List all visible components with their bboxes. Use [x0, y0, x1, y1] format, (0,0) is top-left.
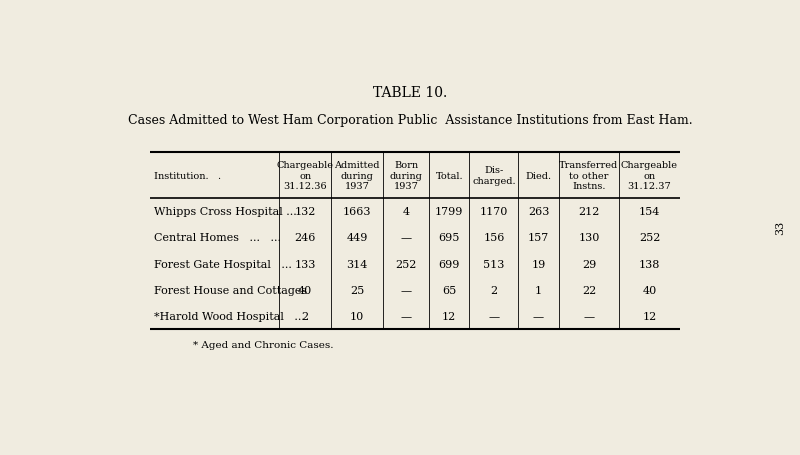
- Text: —: —: [583, 312, 594, 322]
- Text: 40: 40: [298, 285, 312, 295]
- Text: 695: 695: [438, 233, 460, 243]
- Text: 4: 4: [402, 207, 410, 217]
- Text: 132: 132: [294, 207, 316, 217]
- Text: Institution.   .: Institution. .: [154, 171, 221, 180]
- Text: Chargeable
on
31.12.36: Chargeable on 31.12.36: [277, 161, 334, 191]
- Text: 1663: 1663: [342, 207, 371, 217]
- Text: Dis-
charged.: Dis- charged.: [472, 166, 516, 185]
- Text: 130: 130: [578, 233, 600, 243]
- Text: 133: 133: [294, 259, 316, 269]
- Text: 154: 154: [638, 207, 660, 217]
- Text: —: —: [488, 312, 499, 322]
- Text: Central Homes   ...   ...: Central Homes ... ...: [154, 233, 281, 243]
- Text: 263: 263: [528, 207, 550, 217]
- Text: 12: 12: [642, 312, 657, 322]
- Text: TABLE 10.: TABLE 10.: [373, 86, 447, 100]
- Text: 40: 40: [642, 285, 657, 295]
- Text: 33: 33: [775, 220, 785, 235]
- Text: Died.: Died.: [526, 171, 551, 180]
- Text: —: —: [401, 285, 411, 295]
- Text: 2: 2: [490, 285, 498, 295]
- Text: 25: 25: [350, 285, 364, 295]
- Text: 12: 12: [442, 312, 456, 322]
- Text: 65: 65: [442, 285, 456, 295]
- Text: 1799: 1799: [435, 207, 463, 217]
- Text: 22: 22: [582, 285, 596, 295]
- Text: 156: 156: [483, 233, 505, 243]
- Text: Whipps Cross Hospital ...: Whipps Cross Hospital ...: [154, 207, 297, 217]
- Text: 699: 699: [438, 259, 460, 269]
- Text: 513: 513: [483, 259, 505, 269]
- Text: Chargeable
on
31.12.37: Chargeable on 31.12.37: [621, 161, 678, 191]
- Text: 19: 19: [531, 259, 546, 269]
- Text: 157: 157: [528, 233, 549, 243]
- Text: —: —: [401, 312, 411, 322]
- Text: 10: 10: [350, 312, 364, 322]
- Text: Cases Admitted to West Ham Corporation Public  Assistance Institutions from East: Cases Admitted to West Ham Corporation P…: [128, 114, 692, 127]
- Text: —: —: [401, 233, 411, 243]
- Text: Admitted
during
1937: Admitted during 1937: [334, 161, 380, 191]
- Text: 29: 29: [582, 259, 596, 269]
- Text: —: —: [533, 312, 544, 322]
- Text: 1170: 1170: [480, 207, 508, 217]
- Text: Born
during
1937: Born during 1937: [390, 161, 422, 191]
- Text: Forest Gate Hospital   ...: Forest Gate Hospital ...: [154, 259, 292, 269]
- Text: 314: 314: [346, 259, 368, 269]
- Text: 252: 252: [638, 233, 660, 243]
- Text: * Aged and Chronic Cases.: * Aged and Chronic Cases.: [193, 340, 334, 349]
- Text: Total.: Total.: [435, 171, 463, 180]
- Text: Transferred
to other
Instns.: Transferred to other Instns.: [559, 161, 618, 191]
- Text: 2: 2: [302, 312, 309, 322]
- Text: Forest House and Cottages: Forest House and Cottages: [154, 285, 307, 295]
- Text: *Harold Wood Hospital   ...: *Harold Wood Hospital ...: [154, 312, 305, 322]
- Text: 1: 1: [535, 285, 542, 295]
- Text: 246: 246: [294, 233, 316, 243]
- Text: 449: 449: [346, 233, 368, 243]
- Text: 138: 138: [638, 259, 660, 269]
- Text: 212: 212: [578, 207, 600, 217]
- Text: 252: 252: [395, 259, 417, 269]
